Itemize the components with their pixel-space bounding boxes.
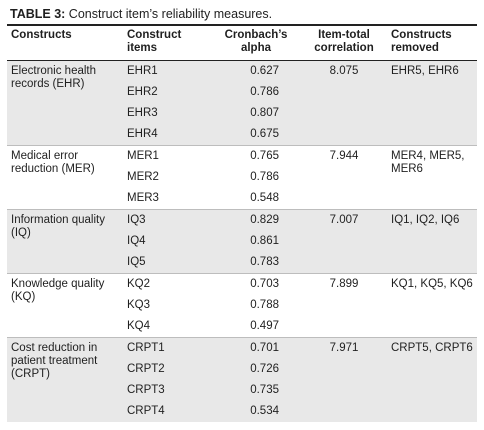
construct-item-cell: KQ3: [127, 299, 151, 311]
construct-item-cell: EHR3: [123, 103, 211, 124]
reliability-table: Constructs Construct items Cronbach’s al…: [7, 26, 477, 422]
construct-item-cell: EHR2: [123, 82, 211, 103]
cronbach-alpha-cell: 0.675: [211, 124, 301, 146]
construct-item-cell: MER1: [123, 145, 211, 167]
cronbach-alpha-cell: 0.786: [211, 82, 301, 103]
table-row: Medical error reduction (MER) MER1 0.765 7.…: [7, 145, 477, 210]
item-total-correlation-cell: 8.075: [301, 60, 387, 146]
table-row: IQ4 0.861: [7, 231, 477, 252]
construct-item-cell: KQ2: [123, 273, 211, 295]
cronbach-alpha-cell: 0.783: [211, 252, 301, 274]
table-body: Electronic health records (EHR) EHR1 0.627…: [7, 60, 477, 422]
construct-item-cell: MER2: [127, 171, 159, 183]
table-row: EHR3 0.807: [7, 103, 477, 124]
cronbach-alpha-cell: 0.788: [250, 299, 279, 311]
cronbach-alpha-cell: 0.807: [211, 103, 301, 124]
construct-name-cell: Information quality (IQ): [7, 209, 123, 274]
item-total-correlation-cell: 7.007: [301, 209, 387, 274]
table-row: Information quality (IQ) IQ3 0.829 7.007 IQ1…: [7, 209, 477, 274]
construct-item-cell: MER3: [127, 192, 159, 204]
construct-item-cell: CRPT4: [123, 401, 211, 422]
cronbach-alpha-cell: 0.765: [211, 145, 301, 167]
constructs-removed-cell: MER4, MER5, MER6: [387, 145, 477, 210]
table-row: KQ4 0.497: [7, 316, 477, 338]
table-row: IQ5 0.783: [7, 252, 477, 274]
header-item-total-correlation: Item-total correlation: [301, 26, 387, 61]
constructs-removed-cell: EHR5, EHR6: [387, 60, 477, 146]
table-row: CRPT2 0.726: [7, 359, 477, 380]
construct-item-cell: CRPT3: [123, 380, 211, 401]
item-total-correlation-cell: 7.899: [301, 273, 387, 338]
header-constructs: Constructs: [7, 26, 123, 61]
table-caption-text: Construct item’s reliability measures.: [65, 7, 273, 21]
table-row: MER2 0.786: [7, 167, 477, 188]
construct-name-cell: Cost reduction in patient treatment (CRP…: [7, 337, 123, 422]
cronbach-alpha-cell: 0.534: [211, 401, 301, 422]
cronbach-alpha-cell: 0.548: [250, 192, 279, 204]
construct-item-cell: EHR4: [123, 124, 211, 146]
cronbach-alpha-cell: 0.701: [211, 337, 301, 359]
table-row: Electronic health records (EHR) EHR1 0.627…: [7, 60, 477, 146]
table-row: CRPT3 0.735: [7, 380, 477, 401]
table-row: Knowledge quality (KQ) KQ2 0.703 7.899 KQ1, …: [7, 273, 477, 338]
table-row: EHR4 0.675: [7, 124, 477, 146]
table-row: KQ3 0.788: [7, 295, 477, 316]
construct-item-cell: IQ4: [123, 231, 211, 252]
construct-name-cell: Medical error reduction (MER): [7, 145, 123, 210]
header-constructs-removed: Constructs removed: [387, 26, 477, 61]
table-row: EHR2 0.786: [7, 82, 477, 103]
table-row: MER3 0.548: [7, 188, 477, 210]
constructs-removed-cell: KQ1, KQ5, KQ6: [387, 273, 477, 338]
header-row: Constructs Construct items Cronbach’s al…: [7, 26, 477, 61]
cronbach-alpha-cell: 0.829: [211, 209, 301, 231]
construct-item-cell: IQ5: [123, 252, 211, 274]
table-caption-label: TABLE 3:: [10, 7, 66, 21]
cronbach-alpha-cell: 0.497: [250, 320, 279, 332]
cronbach-alpha-cell: 0.627: [211, 60, 301, 82]
table-row: Cost reduction in patient treatment (CRP…: [7, 337, 477, 422]
constructs-removed-cell: IQ1, IQ2, IQ6: [387, 209, 477, 274]
header-cronbach-alpha: Cronbach’s alpha: [211, 26, 301, 61]
construct-name-cell: Electronic health records (EHR): [7, 60, 123, 146]
table-caption: TABLE 3: Construct item’s reliability me…: [10, 6, 272, 22]
construct-item-cell: CRPT2: [123, 359, 211, 380]
construct-item-cell: KQ4: [127, 320, 151, 332]
construct-item-cell: CRPT1: [123, 337, 211, 359]
construct-name-cell: Knowledge quality (KQ): [7, 273, 123, 338]
table-row: CRPT4 0.534: [7, 401, 477, 422]
cronbach-alpha-cell: 0.726: [211, 359, 301, 380]
cronbach-alpha-cell: 0.861: [211, 231, 301, 252]
construct-item-cell: EHR1: [123, 60, 211, 82]
constructs-removed-cell: CRPT5, CRPT6: [387, 337, 477, 422]
table-top-rule: [7, 24, 477, 26]
cronbach-alpha-cell: 0.786: [250, 171, 279, 183]
header-construct-items: Construct items: [123, 26, 211, 61]
item-total-correlation-cell: 7.944: [301, 145, 387, 210]
item-total-correlation-cell: 7.971: [301, 337, 387, 422]
cronbach-alpha-cell: 0.703: [211, 273, 301, 295]
construct-item-cell: IQ3: [123, 209, 211, 231]
cronbach-alpha-cell: 0.735: [211, 380, 301, 401]
